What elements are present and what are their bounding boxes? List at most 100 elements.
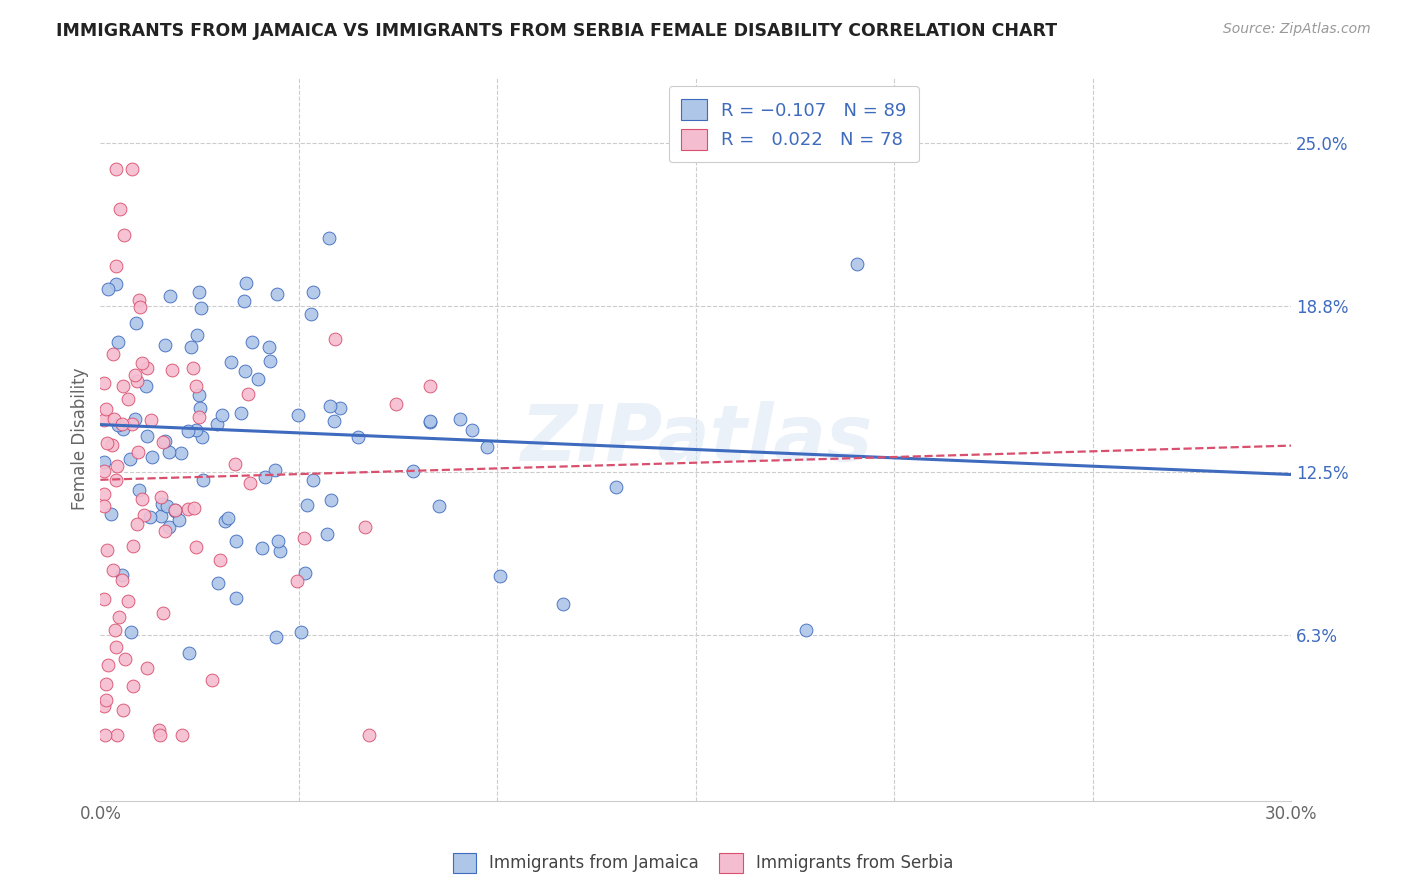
Point: [139, 509, 162, 524]
Point: [111, 568, 134, 582]
Point: [385, 397, 408, 411]
Point: [93, 592, 115, 607]
Point: [187, 410, 209, 425]
Point: [127, 444, 149, 458]
Point: [105, 728, 128, 742]
Point: [229, 406, 252, 420]
Point: [100, 507, 122, 521]
Point: [124, 368, 146, 382]
Point: [135, 429, 157, 443]
Point: [108, 609, 131, 624]
Point: [264, 463, 287, 477]
Point: [152, 434, 174, 449]
Point: [105, 640, 128, 654]
Point: [97, 282, 120, 296]
Point: [107, 418, 129, 433]
Point: [188, 285, 211, 300]
Point: [267, 533, 290, 548]
Point: [254, 470, 277, 484]
Point: [211, 408, 233, 422]
Point: [188, 401, 211, 415]
Point: [104, 277, 127, 292]
Point: [148, 723, 170, 737]
Point: [153, 338, 176, 352]
Point: [135, 661, 157, 675]
Point: [794, 623, 817, 637]
Point: [152, 606, 174, 620]
Point: [246, 372, 269, 386]
Point: [103, 412, 125, 426]
Point: [93, 464, 115, 478]
Point: [117, 392, 139, 406]
Point: [118, 452, 141, 467]
Point: [160, 363, 183, 377]
Point: [107, 335, 129, 350]
Point: [131, 356, 153, 370]
Point: [419, 379, 441, 393]
Point: [135, 379, 157, 393]
Point: [295, 498, 318, 512]
Point: [266, 286, 288, 301]
Point: [290, 625, 312, 640]
Point: [155, 434, 177, 448]
Point: [461, 423, 484, 437]
Point: [225, 533, 247, 548]
Point: [132, 508, 155, 523]
Point: [170, 728, 193, 742]
Point: [96, 435, 118, 450]
Point: [301, 473, 323, 487]
Point: [180, 340, 202, 354]
Point: [139, 413, 162, 427]
Text: Source: ZipAtlas.com: Source: ZipAtlas.com: [1223, 22, 1371, 37]
Point: [94, 402, 117, 417]
Point: [105, 259, 128, 273]
Point: [105, 473, 128, 487]
Point: [319, 399, 342, 413]
Point: [419, 414, 441, 428]
Point: [359, 728, 381, 742]
Point: [186, 327, 208, 342]
Point: [322, 414, 344, 428]
Point: [124, 412, 146, 426]
Point: [121, 417, 143, 431]
Point: [207, 417, 229, 432]
Point: [605, 479, 627, 493]
Point: [427, 499, 450, 513]
Point: [93, 487, 115, 501]
Point: [402, 464, 425, 478]
Point: [232, 294, 254, 309]
Point: [105, 458, 128, 473]
Point: [136, 360, 159, 375]
Point: [111, 573, 134, 587]
Point: [114, 652, 136, 666]
Point: [187, 388, 209, 402]
Point: [238, 387, 260, 401]
Point: [121, 162, 143, 177]
Point: [319, 492, 342, 507]
Point: [128, 483, 150, 497]
Point: [259, 353, 281, 368]
Point: [183, 500, 205, 515]
Point: [159, 289, 181, 303]
Point: [93, 699, 115, 714]
Point: [302, 285, 325, 300]
Point: [184, 423, 207, 437]
Point: [157, 445, 180, 459]
Point: [224, 457, 246, 471]
Point: [287, 408, 309, 422]
Text: IMMIGRANTS FROM JAMAICA VS IMMIGRANTS FROM SERBIA FEMALE DISABILITY CORRELATION : IMMIGRANTS FROM JAMAICA VS IMMIGRANTS FR…: [56, 22, 1057, 40]
Point: [846, 257, 869, 271]
Point: [93, 499, 115, 513]
Point: [184, 379, 207, 393]
Point: [179, 646, 201, 660]
Point: [93, 728, 115, 742]
Point: [112, 228, 135, 243]
Point: [96, 676, 118, 690]
Point: [250, 541, 273, 556]
Point: [347, 430, 370, 444]
Point: [169, 446, 191, 460]
Point: [128, 293, 150, 308]
Point: [149, 509, 172, 524]
Point: [239, 475, 262, 490]
Point: [217, 511, 239, 525]
